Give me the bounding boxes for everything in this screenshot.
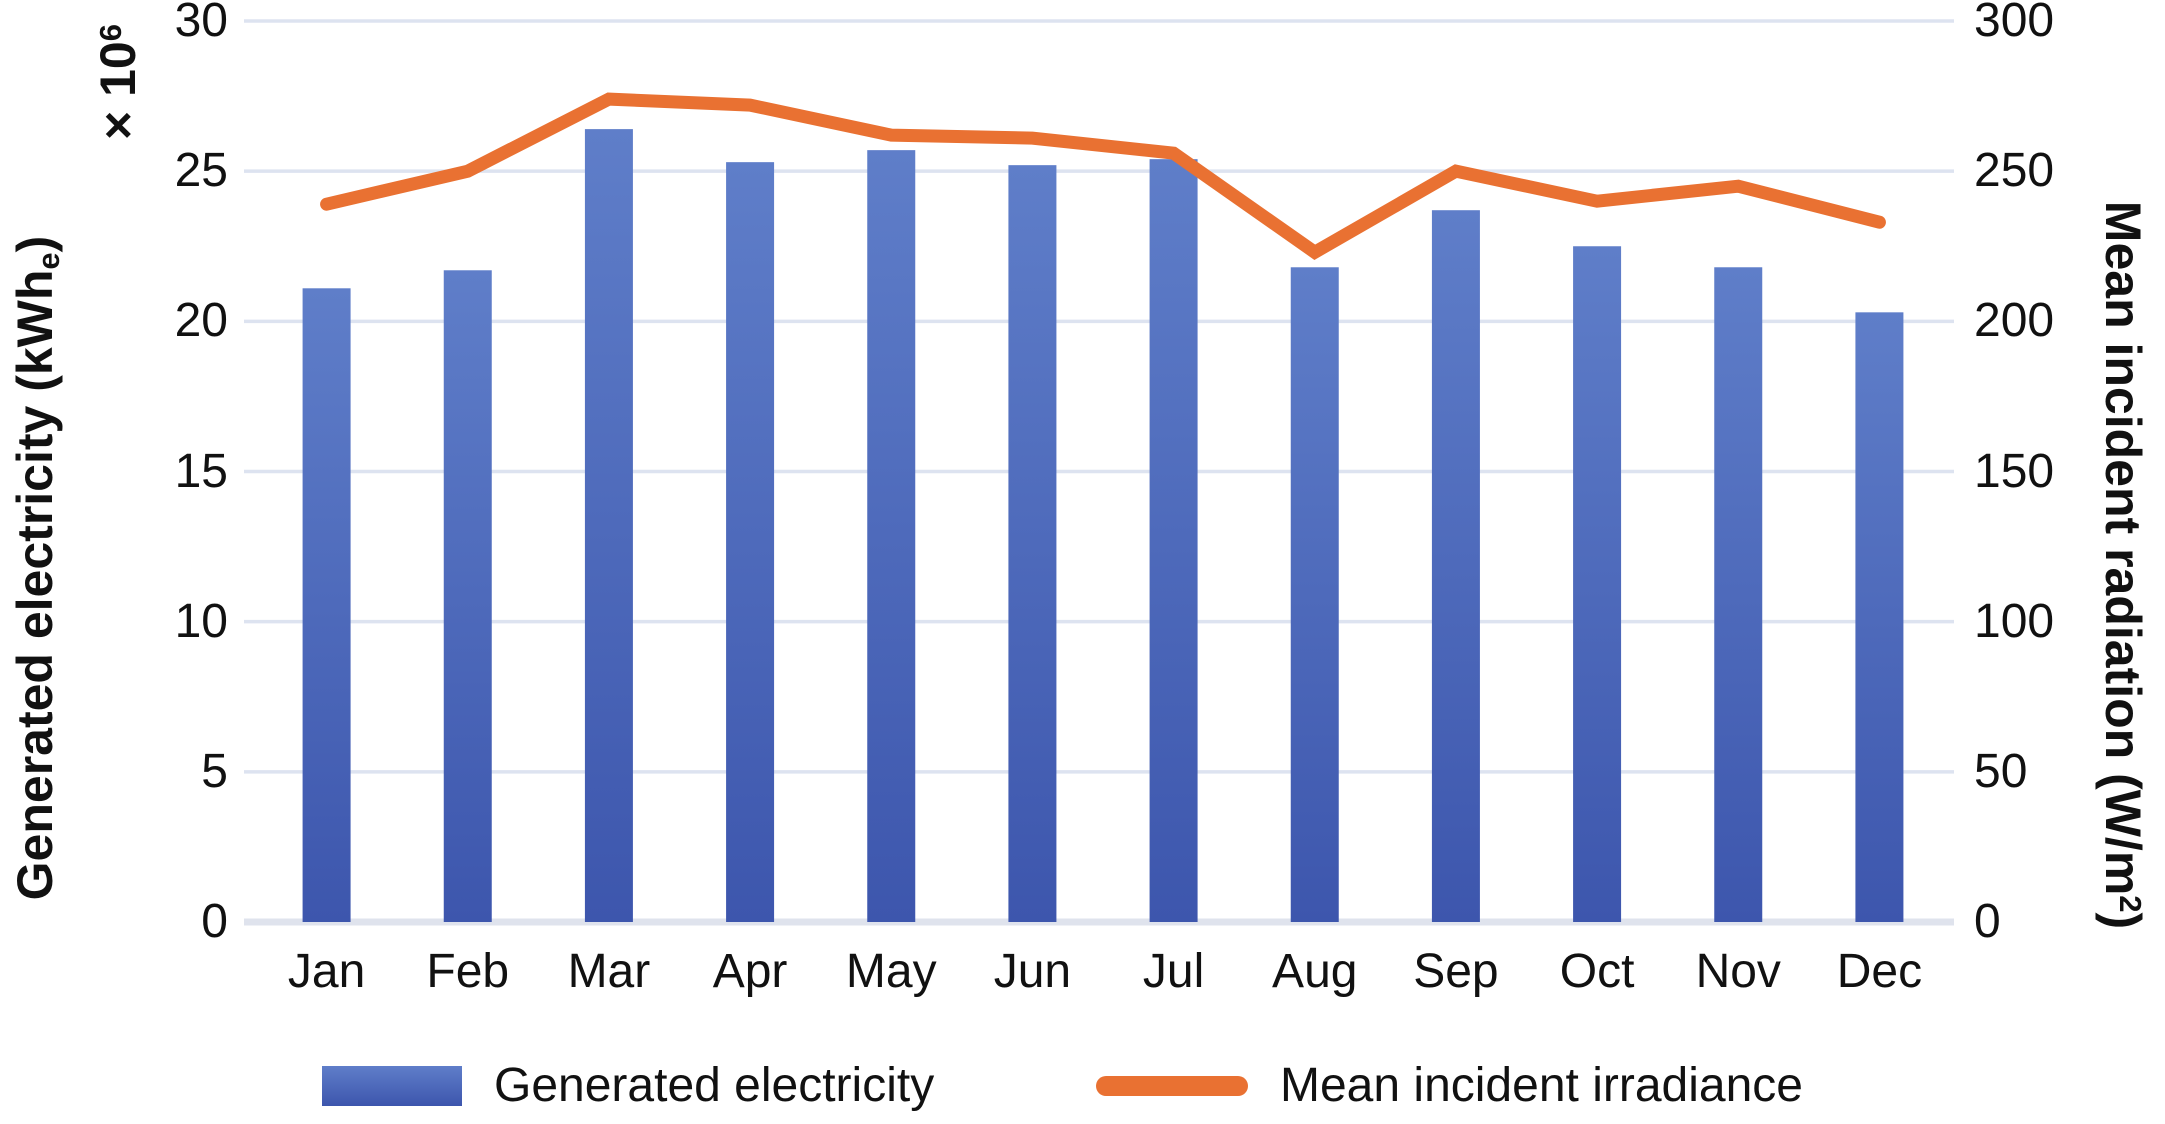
bar-jun <box>1008 165 1057 922</box>
x-label-dec: Dec <box>1836 945 1923 998</box>
bar-nov <box>1714 267 1763 923</box>
bar-jul <box>1149 159 1198 923</box>
x-label-apr: Apr <box>712 945 788 998</box>
x-label-mar: Mar <box>567 945 651 998</box>
legend-bar-label: Generated electricity <box>494 1059 935 1112</box>
x-label-may: May <box>845 945 937 998</box>
right-axis-title: Mean incident radiation (W/m2) <box>2095 200 2152 930</box>
bar-mar <box>584 129 633 922</box>
x-label-oct: Oct <box>1559 945 1635 998</box>
left-tick-0: 0 <box>201 895 228 948</box>
x-label-aug: Aug <box>1272 945 1358 998</box>
right-tick-0: 0 <box>1974 895 2001 948</box>
left-tick-30: 30 <box>174 0 228 47</box>
irradiance-line <box>320 92 1886 260</box>
left-tick-10: 10 <box>174 594 228 648</box>
right-tick-150: 150 <box>1974 444 2055 498</box>
bar-feb <box>443 270 492 922</box>
legend-line-swatch <box>1096 1076 1248 1096</box>
right-tick-50: 50 <box>1974 744 2028 798</box>
x-label-nov: Nov <box>1695 945 1781 998</box>
right-tick-100: 100 <box>1974 594 2055 648</box>
left-axis-title-text: Generated electricity (kWhe) <box>7 235 66 901</box>
x-label-feb: Feb <box>426 945 510 998</box>
bar-aug <box>1290 267 1339 923</box>
left-tick-25: 25 <box>174 144 228 198</box>
bar-series <box>302 129 1904 923</box>
x-label-jun: Jun <box>993 945 1072 998</box>
legend: Generated electricity Mean incident irra… <box>0 1040 2165 1124</box>
x-label-sep: Sep <box>1413 945 1499 998</box>
left-tick-15: 15 <box>174 444 228 498</box>
bar-may <box>867 150 916 923</box>
bar-sep <box>1431 210 1480 922</box>
line-series <box>320 92 1886 260</box>
bar-jan <box>302 288 351 923</box>
legend-line-label: Mean incident irradiance <box>1280 1059 1803 1112</box>
legend-bar-swatch <box>322 1066 462 1106</box>
right-tick-250: 250 <box>1974 144 2055 198</box>
right-tick-200: 200 <box>1974 294 2055 348</box>
left-tick-20: 20 <box>174 294 228 348</box>
x-label-jul: Jul <box>1142 945 1205 998</box>
bar-dec <box>1855 312 1904 922</box>
gridlines <box>244 19 1954 926</box>
bar-oct <box>1573 246 1622 922</box>
right-tick-300: 300 <box>1974 0 2055 47</box>
left-tick-5: 5 <box>201 744 228 798</box>
x-label-jan: Jan <box>287 945 366 998</box>
bar-apr <box>726 162 775 922</box>
